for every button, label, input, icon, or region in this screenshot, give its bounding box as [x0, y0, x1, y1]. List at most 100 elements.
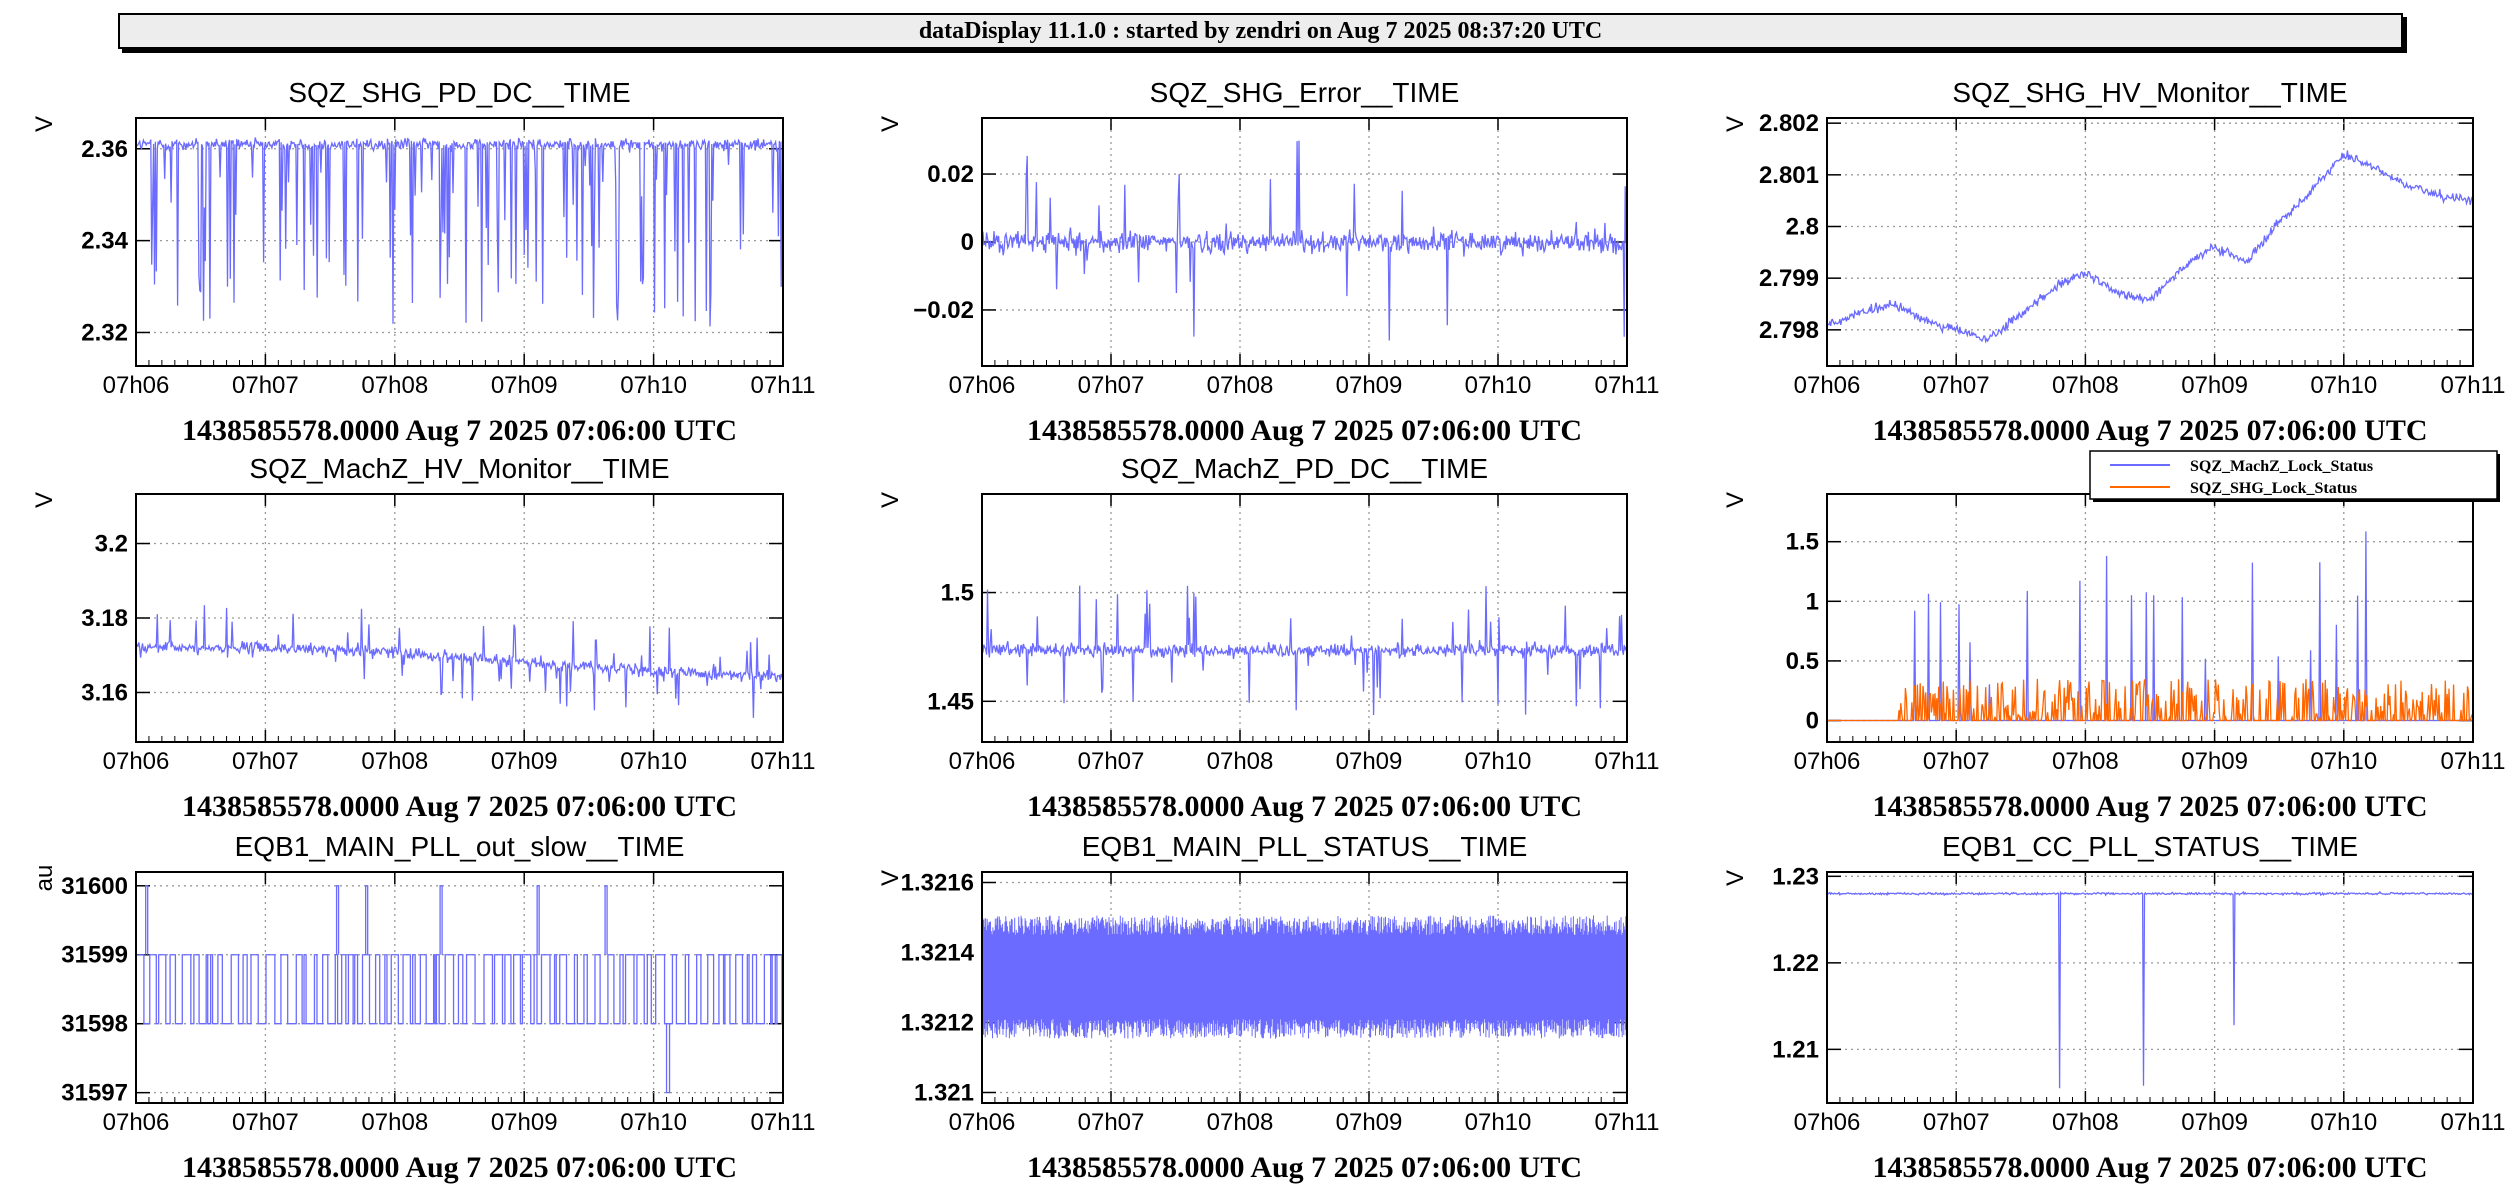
series-group — [982, 585, 1627, 716]
series-line-1 — [982, 915, 1627, 1039]
series-group — [136, 605, 783, 718]
y-tick-label: 31597 — [61, 1080, 128, 1107]
chart-panel-8: EQB1_MAIN_PLL_STATUS__TIME V 1438585578.00… — [877, 831, 1659, 1184]
y-axis-unit: V — [31, 116, 58, 132]
y-tick-label: 2.801 — [1759, 162, 1819, 189]
series-group — [136, 137, 783, 327]
series-group — [1827, 531, 2473, 722]
y-tick-label: 1.321 — [914, 1080, 974, 1107]
x-tick-label: 07h10 — [620, 1109, 687, 1136]
y-tick-label: 0 — [1806, 708, 1819, 735]
y-tick-label: 2.32 — [81, 319, 128, 346]
y-tick-label: 1.3216 — [901, 870, 974, 897]
y-tick-label: 1.5 — [1786, 529, 1819, 556]
chart-title: EQB1_CC_PLL_STATUS__TIME — [1942, 831, 2358, 862]
plot-frame — [135, 493, 784, 743]
chart-panel-9: EQB1_CC_PLL_STATUS__TIME V 1438585578.0000… — [1722, 831, 2505, 1184]
x-tick-label: 07h11 — [2441, 372, 2506, 399]
y-tick-label: 3.18 — [81, 605, 128, 632]
x-axis-timestamp: 1438585578.0000 Aug 7 2025 07:06:00 UTC — [182, 1151, 737, 1184]
y-axis-unit: V — [877, 116, 904, 132]
chart-panel-5: SQZ_MachZ_PD_DC__TIME V 1438585578.0000 Au… — [877, 453, 1659, 823]
series-line-1 — [136, 885, 783, 1094]
y-tick-label: 2.798 — [1759, 317, 1819, 344]
x-tick-label: 07h06 — [1794, 372, 1861, 399]
y-tick-label: 1.45 — [927, 688, 974, 715]
plot-frame — [135, 117, 784, 367]
series-line-1 — [1827, 890, 2473, 1089]
x-tick-label: 07h09 — [1336, 748, 1403, 775]
x-tick-label: 07h10 — [620, 748, 687, 775]
x-tick-label: 07h07 — [1923, 372, 1990, 399]
x-tick-label: 07h09 — [491, 1109, 558, 1136]
x-tick-label: 07h08 — [2052, 372, 2119, 399]
y-axis-unit: V — [31, 492, 58, 508]
x-axis-timestamp: 1438585578.0000 Aug 7 2025 07:06:00 UTC — [182, 790, 737, 823]
series-line-1 — [982, 140, 1627, 341]
x-axis-timestamp: 1438585578.0000 Aug 7 2025 07:06:00 UTC — [1872, 1151, 2427, 1184]
plot-frame — [1826, 117, 2474, 367]
y-tick-label: −0.02 — [913, 297, 974, 324]
x-tick-label: 07h11 — [1595, 748, 1660, 775]
x-tick-label: 07h09 — [2181, 748, 2248, 775]
y-tick-label: 31599 — [61, 942, 128, 969]
chart-title: SQZ_SHG_HV_Monitor__TIME — [1952, 77, 2347, 108]
y-tick-label: 1.21 — [1772, 1036, 1819, 1063]
y-axis-unit: V — [1722, 116, 1749, 132]
y-tick-label: 1.5 — [941, 580, 974, 607]
x-tick-label: 07h10 — [1465, 372, 1532, 399]
legend-label: SQZ_SHG_Lock_Status — [2190, 480, 2357, 497]
series-line-1 — [136, 137, 783, 327]
plot-frame — [135, 871, 784, 1104]
x-tick-label: 07h07 — [1078, 748, 1145, 775]
chart-panel-2: SQZ_SHG_Error__TIME V 1438585578.0000 Aug … — [877, 77, 1659, 447]
y-tick-label: 2.802 — [1759, 110, 1819, 137]
plot-frame — [981, 117, 1628, 367]
series-line-1 — [1827, 150, 2473, 344]
x-tick-label: 07h06 — [103, 1109, 170, 1136]
x-tick-label: 07h08 — [361, 1109, 428, 1136]
x-tick-label: 07h08 — [361, 748, 428, 775]
x-tick-label: 07h11 — [1595, 1109, 1660, 1136]
window-title-banner: dataDisplay 11.1.0 : started by zendri o… — [118, 13, 2403, 49]
y-tick-label: 1.3212 — [901, 1010, 974, 1037]
x-axis-timestamp: 1438585578.0000 Aug 7 2025 07:06:00 UTC — [1872, 790, 2427, 823]
series-group — [982, 915, 1627, 1039]
x-tick-label: 07h09 — [1336, 1109, 1403, 1136]
chart-panel-4: SQZ_MachZ_HV_Monitor__TIME V 1438585578.00… — [31, 453, 815, 823]
y-tick-label: 3.2 — [95, 531, 128, 558]
chart-panel-1: SQZ_SHG_PD_DC__TIME V 1438585578.0000 Aug … — [31, 77, 815, 447]
x-tick-label: 07h07 — [1923, 748, 1990, 775]
y-tick-label: 2.34 — [81, 228, 128, 255]
x-axis-timestamp: 1438585578.0000 Aug 7 2025 07:06:00 UTC — [1027, 414, 1582, 447]
chart-title: SQZ_MachZ_PD_DC__TIME — [1121, 453, 1488, 484]
chart-panel-3: SQZ_SHG_HV_Monitor__TIME V 1438585578.0000… — [1722, 77, 2505, 447]
x-axis-timestamp: 1438585578.0000 Aug 7 2025 07:06:00 UTC — [1872, 414, 2427, 447]
x-tick-label: 07h06 — [949, 1109, 1016, 1136]
x-tick-label: 07h08 — [2052, 1109, 2119, 1136]
legend: SQZ_MachZ_Lock_Status SQZ_SHG_Lock_Status — [2089, 450, 2500, 502]
y-tick-label: 2.799 — [1759, 265, 1819, 292]
plot-frame — [981, 871, 1628, 1104]
window-title: dataDisplay 11.1.0 : started by zendri o… — [918, 17, 1603, 44]
plot-frame — [981, 493, 1628, 743]
x-tick-label: 07h10 — [2310, 372, 2377, 399]
x-tick-label: 07h07 — [232, 372, 299, 399]
y-tick-label: 3.16 — [81, 679, 128, 706]
y-tick-label: 0 — [961, 229, 974, 256]
chart-title: SQZ_SHG_PD_DC__TIME — [288, 77, 630, 108]
x-axis-timestamp: 1438585578.0000 Aug 7 2025 07:06:00 UTC — [1027, 790, 1582, 823]
legend-box — [2089, 450, 2498, 500]
chart-panel-6: V 1438585578.0000 Aug 7 2025 07:06:00 UTC… — [1722, 450, 2505, 823]
chart-title: SQZ_MachZ_HV_Monitor__TIME — [249, 453, 669, 484]
x-tick-label: 07h07 — [1923, 1109, 1990, 1136]
plot-frame — [1826, 871, 2474, 1104]
y-axis-unit: V — [1722, 870, 1749, 886]
y-tick-label: 1.22 — [1772, 950, 1819, 977]
series-line-1 — [136, 605, 783, 718]
chart-title: EQB1_MAIN_PLL_STATUS__TIME — [1082, 831, 1528, 862]
x-tick-label: 07h11 — [751, 748, 816, 775]
x-tick-label: 07h07 — [1078, 1109, 1145, 1136]
x-tick-label: 07h08 — [1207, 372, 1274, 399]
